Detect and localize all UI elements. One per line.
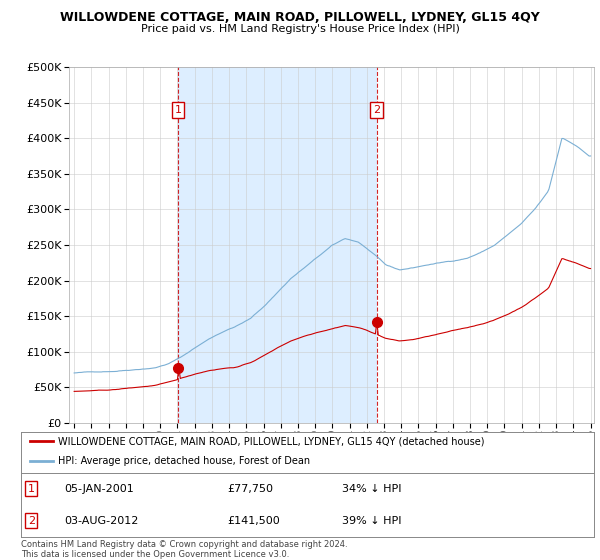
Text: WILLOWDENE COTTAGE, MAIN ROAD, PILLOWELL, LYDNEY, GL15 4QY (detached house): WILLOWDENE COTTAGE, MAIN ROAD, PILLOWELL… bbox=[58, 436, 485, 446]
Text: 2: 2 bbox=[373, 105, 380, 115]
Text: Contains HM Land Registry data © Crown copyright and database right 2024.
This d: Contains HM Land Registry data © Crown c… bbox=[21, 540, 347, 559]
Text: 39% ↓ HPI: 39% ↓ HPI bbox=[342, 516, 401, 526]
Text: 34% ↓ HPI: 34% ↓ HPI bbox=[342, 484, 401, 494]
Text: HPI: Average price, detached house, Forest of Dean: HPI: Average price, detached house, Fore… bbox=[58, 456, 310, 466]
Text: £77,750: £77,750 bbox=[227, 484, 273, 494]
Text: 1: 1 bbox=[28, 484, 35, 494]
Text: 03-AUG-2012: 03-AUG-2012 bbox=[64, 516, 139, 526]
Text: WILLOWDENE COTTAGE, MAIN ROAD, PILLOWELL, LYDNEY, GL15 4QY: WILLOWDENE COTTAGE, MAIN ROAD, PILLOWELL… bbox=[60, 11, 540, 24]
Text: Price paid vs. HM Land Registry's House Price Index (HPI): Price paid vs. HM Land Registry's House … bbox=[140, 24, 460, 34]
Text: £141,500: £141,500 bbox=[227, 516, 280, 526]
Bar bbox=[178, 67, 377, 423]
Text: 1: 1 bbox=[175, 105, 182, 115]
Text: 2: 2 bbox=[28, 516, 35, 526]
Text: 05-JAN-2001: 05-JAN-2001 bbox=[64, 484, 134, 494]
